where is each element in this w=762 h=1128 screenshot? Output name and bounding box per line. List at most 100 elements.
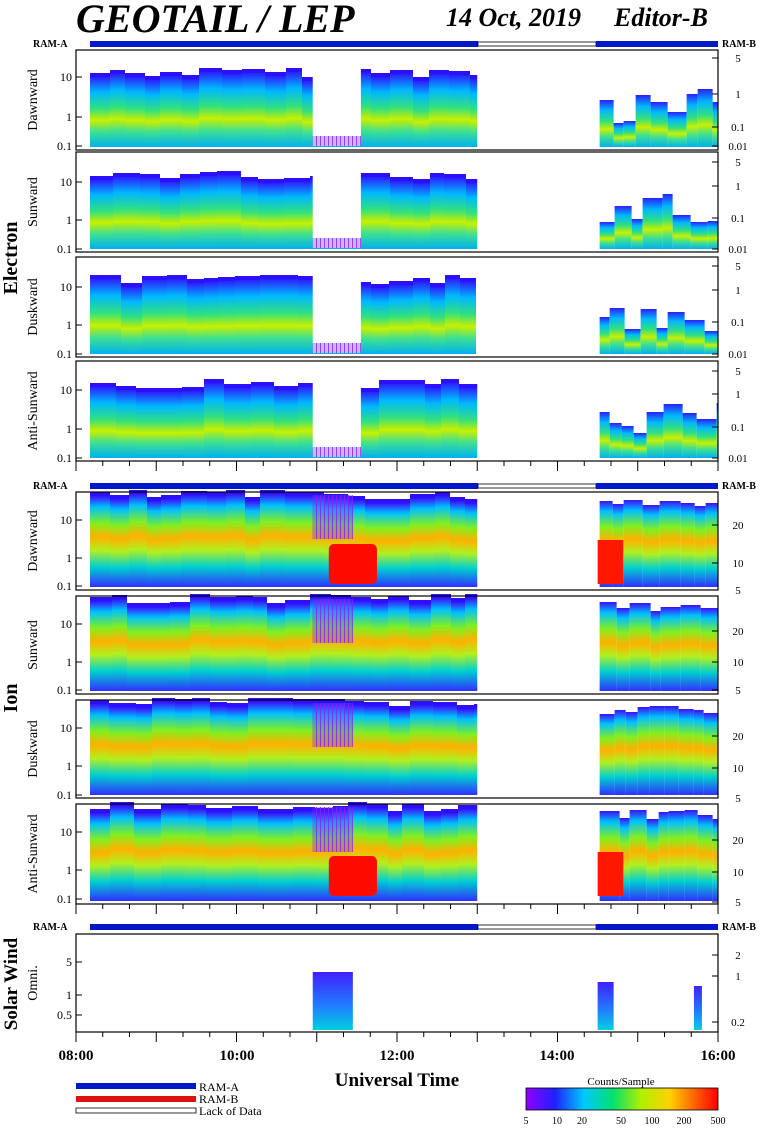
spectrum-edge	[390, 70, 413, 74]
spectrum-band	[312, 972, 353, 1030]
spectrum-band	[614, 710, 626, 795]
spectrum-band	[668, 811, 685, 901]
y-tick-label: 1	[735, 389, 741, 401]
spectrum-edge	[410, 701, 433, 705]
spectrum-band	[449, 75, 470, 147]
spectrum-band	[633, 433, 647, 458]
spectrum-band	[693, 710, 704, 795]
legend-swatch-ram-b	[76, 1096, 196, 1102]
y-tick-label: 20	[733, 835, 745, 847]
ram-bar-a	[596, 41, 718, 47]
spectrum-band	[640, 309, 657, 354]
spectrum-band	[390, 181, 413, 249]
spectrum-band	[160, 182, 180, 249]
spectrum-band	[210, 601, 236, 691]
spectrum-edge	[206, 808, 232, 812]
spectrum-band	[199, 72, 222, 147]
spectrum-band	[650, 611, 661, 691]
spectrum-edge	[285, 600, 310, 604]
spectrum-edge	[265, 72, 286, 76]
spectrum-edge	[389, 706, 410, 710]
spectrum-edge	[441, 809, 458, 813]
x-axis: 08:00 10:00 12:00 14:00 16:00 Universal …	[59, 1048, 736, 1091]
spectrum-band	[663, 404, 683, 458]
spectrum-band	[116, 390, 136, 458]
spectrum-band	[458, 809, 478, 901]
spectrum-edge	[110, 495, 129, 499]
spectrum-band	[716, 403, 718, 458]
spectrum-edge	[391, 499, 410, 503]
spectrum-dropout	[312, 703, 353, 748]
spectrum-edge	[170, 602, 190, 606]
spectrum-band	[664, 706, 679, 795]
spectrum-edge	[465, 499, 478, 503]
legend-label-lack: Lack of Data	[199, 1104, 262, 1118]
spectrum-band	[136, 392, 161, 458]
spectrum-edge	[260, 275, 276, 279]
spectrum-dropout	[312, 343, 361, 353]
y-tick-label: 0.1	[57, 788, 72, 802]
spectrum-edge	[371, 284, 389, 288]
spectrum-band	[284, 182, 310, 249]
spectrum-band	[90, 601, 112, 691]
spectrum-band	[680, 605, 701, 691]
spectrogram-panel: 10 1 0.1 5 1 0.1 0.01 Anti-Sunward	[26, 360, 748, 471]
spectrum-band	[140, 178, 160, 249]
spectrum-band	[609, 423, 622, 458]
spectrum-band	[226, 494, 245, 587]
spectrum-band	[180, 178, 200, 249]
y-tick-label: 10	[733, 763, 745, 775]
spectrum-band	[245, 501, 260, 587]
spectrum-hotspot	[328, 856, 377, 896]
spectrum-band	[388, 815, 402, 901]
spectrum-band	[227, 707, 248, 795]
spectrum-edge	[145, 76, 160, 80]
spectrum-band	[217, 175, 241, 249]
spectrum-band	[351, 601, 371, 691]
spectrum-band	[210, 706, 227, 795]
spectrum-edge	[160, 178, 180, 182]
spectrum-edge	[204, 379, 224, 383]
spectrum-band	[206, 812, 232, 901]
panel-label: Omni.	[26, 965, 41, 1000]
spectrum-edge	[466, 179, 478, 183]
spectrum-edge	[253, 597, 267, 601]
spectrum-band	[182, 79, 199, 147]
spectrum-dropout	[312, 238, 361, 248]
spectrum-band	[697, 89, 713, 147]
spectrum-edge	[222, 70, 242, 74]
y-tick-label: 10	[60, 721, 72, 735]
spectrum-band	[704, 331, 718, 354]
spectrum-band	[621, 426, 634, 458]
spectrum-band	[597, 982, 614, 1030]
spectrum-edge	[258, 809, 277, 813]
y-tick-label: 5	[735, 585, 741, 597]
spectrum-band	[90, 704, 109, 795]
spectrum-band	[187, 283, 204, 354]
spectrum-band	[667, 312, 685, 354]
spectrum-edge	[112, 595, 127, 599]
spectrum-band	[391, 503, 410, 587]
spectrum-band	[697, 815, 713, 901]
spectrum-band	[113, 177, 140, 249]
spectrum-dropout	[312, 495, 353, 540]
spectrum-band	[389, 710, 410, 795]
spectrogram-panel: 10 1 0.1 5 1 0.1 0.01 Dawnward	[26, 49, 748, 153]
spectrum-band	[190, 598, 210, 691]
spectrum-edge	[207, 492, 226, 496]
ram-bar-a	[90, 483, 478, 489]
spectrum-dropout	[312, 136, 361, 146]
ram-bar-a	[90, 41, 478, 47]
spectrum-band	[90, 496, 110, 587]
spectrum-band	[410, 498, 435, 587]
spectrum-band	[430, 177, 444, 249]
spectrum-edge	[355, 173, 373, 177]
spectrum-edge	[146, 603, 170, 607]
spectrum-band	[402, 808, 424, 901]
spectrum-edge	[161, 804, 188, 808]
spectrum-band	[276, 279, 298, 354]
spectrum-band	[161, 499, 181, 587]
spectrum-edge	[90, 597, 112, 601]
spectrum-edge	[147, 497, 161, 501]
spectrum-band	[251, 386, 274, 458]
